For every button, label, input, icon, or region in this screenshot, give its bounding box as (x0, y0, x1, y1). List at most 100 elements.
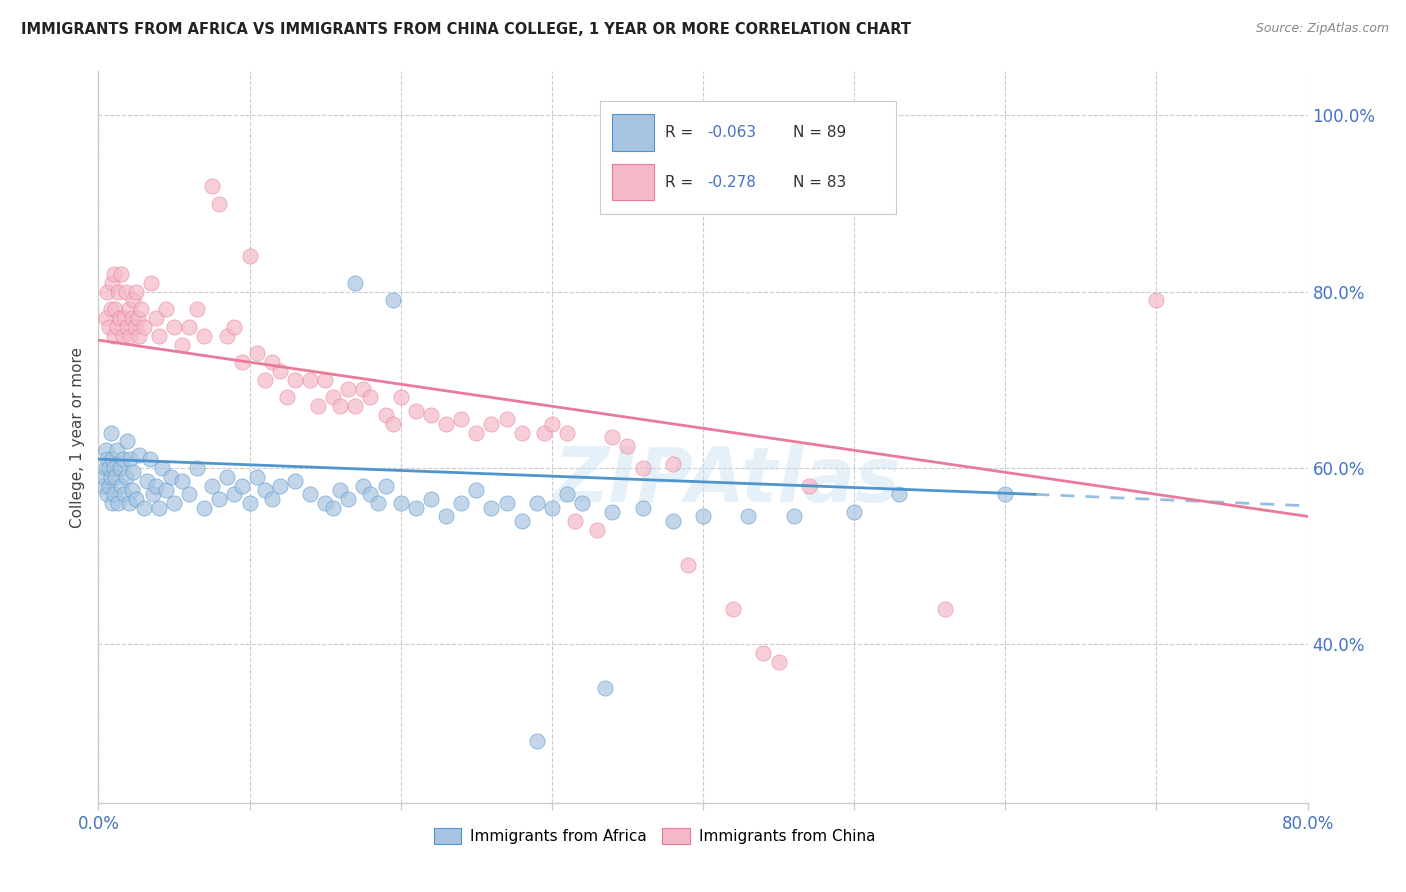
Point (121, 311, 143, 326)
Point (934, 602, 956, 616)
Point (215, 469, 238, 483)
Point (434, 417, 457, 431)
Point (128, 448, 150, 462)
Point (262, 355, 284, 369)
Point (163, 320, 186, 334)
Point (103, 267, 125, 281)
Point (100, 425, 122, 440)
Point (139, 452, 162, 467)
Point (103, 328, 125, 343)
Point (125, 285, 148, 299)
Point (115, 434, 138, 449)
Point (111, 328, 134, 343)
Point (132, 500, 155, 515)
Point (450, 496, 472, 510)
Point (434, 509, 457, 524)
Point (526, 734, 548, 748)
Point (352, 478, 374, 492)
Point (481, 500, 503, 515)
Point (768, 655, 790, 669)
Legend: Immigrants from Africa, Immigrants from China: Immigrants from Africa, Immigrants from … (427, 822, 882, 850)
Point (495, 412, 517, 426)
Point (208, 196, 231, 211)
Point (150, 461, 173, 475)
Point (797, 478, 820, 492)
Point (284, 474, 307, 488)
Point (121, 483, 143, 497)
Point (540, 417, 562, 431)
Point (602, 430, 624, 444)
Point (231, 355, 253, 369)
Point (481, 417, 503, 431)
Point (103, 487, 125, 501)
Point (186, 461, 208, 475)
Point (108, 311, 131, 326)
Text: ZIPAtlas: ZIPAtlas (554, 444, 901, 518)
Point (98, 478, 121, 492)
Point (231, 478, 253, 492)
Point (571, 496, 593, 510)
Point (127, 311, 149, 326)
Point (555, 425, 578, 440)
Point (114, 469, 136, 483)
Point (129, 302, 152, 317)
Point (510, 514, 533, 528)
Point (94, 311, 117, 326)
Text: IMMIGRANTS FROM AFRICA VS IMMIGRANTS FROM CHINA COLLEGE, 1 YEAR OR MORE CORRELAT: IMMIGRANTS FROM AFRICA VS IMMIGRANTS FRO… (21, 22, 911, 37)
Point (145, 478, 167, 492)
Point (994, 487, 1017, 501)
Point (201, 478, 224, 492)
Point (367, 496, 389, 510)
Point (495, 496, 517, 510)
Point (98, 320, 121, 334)
Point (101, 452, 124, 467)
Point (344, 276, 367, 290)
Text: Source: ZipAtlas.com: Source: ZipAtlas.com (1256, 22, 1389, 36)
Point (100, 302, 122, 317)
Point (208, 491, 231, 506)
Point (465, 483, 488, 497)
Point (148, 500, 170, 515)
Point (420, 491, 443, 506)
Point (450, 412, 472, 426)
Point (193, 500, 215, 515)
Point (155, 483, 177, 497)
Point (631, 500, 654, 515)
Point (631, 461, 654, 475)
Point (284, 373, 307, 387)
Point (676, 558, 699, 572)
Point (105, 320, 128, 334)
Point (186, 302, 208, 317)
Point (661, 514, 683, 528)
Point (564, 514, 586, 528)
Point (163, 496, 186, 510)
Point (122, 293, 145, 308)
Point (135, 474, 157, 488)
Point (91, 478, 114, 492)
Point (101, 496, 124, 510)
Point (94, 443, 117, 458)
Point (103, 461, 125, 475)
Point (299, 373, 322, 387)
Point (201, 178, 224, 193)
Point (602, 505, 624, 519)
Point (314, 496, 336, 510)
Point (145, 311, 167, 326)
Point (661, 457, 683, 471)
Point (170, 474, 193, 488)
Point (104, 469, 127, 483)
Point (112, 311, 135, 326)
Point (382, 293, 405, 308)
Point (374, 478, 396, 492)
Point (465, 425, 488, 440)
Point (262, 491, 284, 506)
Point (193, 328, 215, 343)
Point (104, 302, 127, 317)
Point (526, 496, 548, 510)
Point (382, 417, 405, 431)
Point (239, 496, 262, 510)
Point (389, 391, 412, 405)
Point (269, 478, 291, 492)
Point (160, 469, 183, 483)
Point (420, 408, 443, 422)
